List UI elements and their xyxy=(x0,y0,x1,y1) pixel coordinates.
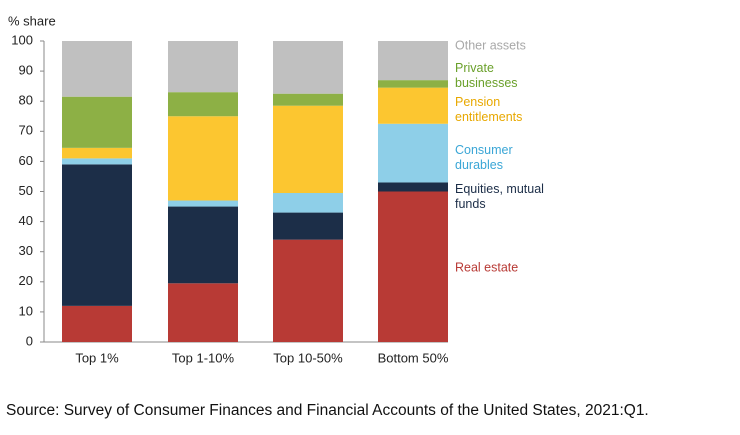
y-tick-label: 90 xyxy=(19,63,33,78)
y-tick-label: 40 xyxy=(19,213,33,228)
bar-segment xyxy=(378,80,448,88)
x-tick-label: Top 1-10% xyxy=(172,350,235,365)
bar-segment xyxy=(62,158,132,165)
y-tick-label: 0 xyxy=(26,333,33,348)
bar-segment xyxy=(168,206,238,284)
bar-segment xyxy=(168,41,238,93)
bar-segment xyxy=(378,87,448,124)
legend-label: Equities, mutual funds xyxy=(455,182,544,211)
bar-segment xyxy=(378,123,448,183)
y-tick-label: 20 xyxy=(19,273,33,288)
y-tick-label: 100 xyxy=(11,32,33,47)
bar-segment xyxy=(62,96,132,148)
legend-label: Consumer durables xyxy=(455,143,513,172)
bar-segment xyxy=(378,41,448,81)
y-tick-label: 60 xyxy=(19,153,33,168)
bar-segment xyxy=(62,41,132,97)
bar-segment xyxy=(168,283,238,342)
y-tick-label: 10 xyxy=(19,303,33,318)
x-tick-label: Top 10-50% xyxy=(273,350,343,365)
bar-segment xyxy=(62,147,132,159)
bar-segment xyxy=(273,212,343,240)
y-tick-label: 80 xyxy=(19,93,33,108)
bar-segment xyxy=(273,193,343,213)
bar-segment xyxy=(168,116,238,201)
legend-label: Pension entitlements xyxy=(455,95,523,124)
legend-label: Other assets xyxy=(455,38,526,53)
bar-segment xyxy=(168,200,238,207)
bar-segment xyxy=(273,41,343,94)
bar-segment xyxy=(273,105,343,194)
source-note: Source: Survey of Consumer Finances and … xyxy=(6,402,649,419)
y-tick-label: 50 xyxy=(19,183,33,198)
bar-segment xyxy=(168,92,238,117)
bar-segment xyxy=(378,182,448,192)
y-axis-label: % share xyxy=(8,13,56,28)
chart: % share 0 10 20 30 40 50 60 70 80 90 100 Top 1% Top … xyxy=(8,13,449,365)
bar-segment xyxy=(273,93,343,106)
legend-label: Private businesses xyxy=(455,61,518,90)
bar-segment xyxy=(62,164,132,306)
bar-segment xyxy=(378,191,448,342)
legend-label: Real estate xyxy=(455,260,519,275)
bar-segment xyxy=(62,305,132,342)
x-tick-label: Top 1% xyxy=(75,350,119,365)
y-tick-label: 30 xyxy=(19,243,33,258)
x-tick-label: Bottom 50% xyxy=(378,350,449,365)
y-tick-label: 70 xyxy=(19,123,33,138)
bar-segment xyxy=(273,239,343,342)
